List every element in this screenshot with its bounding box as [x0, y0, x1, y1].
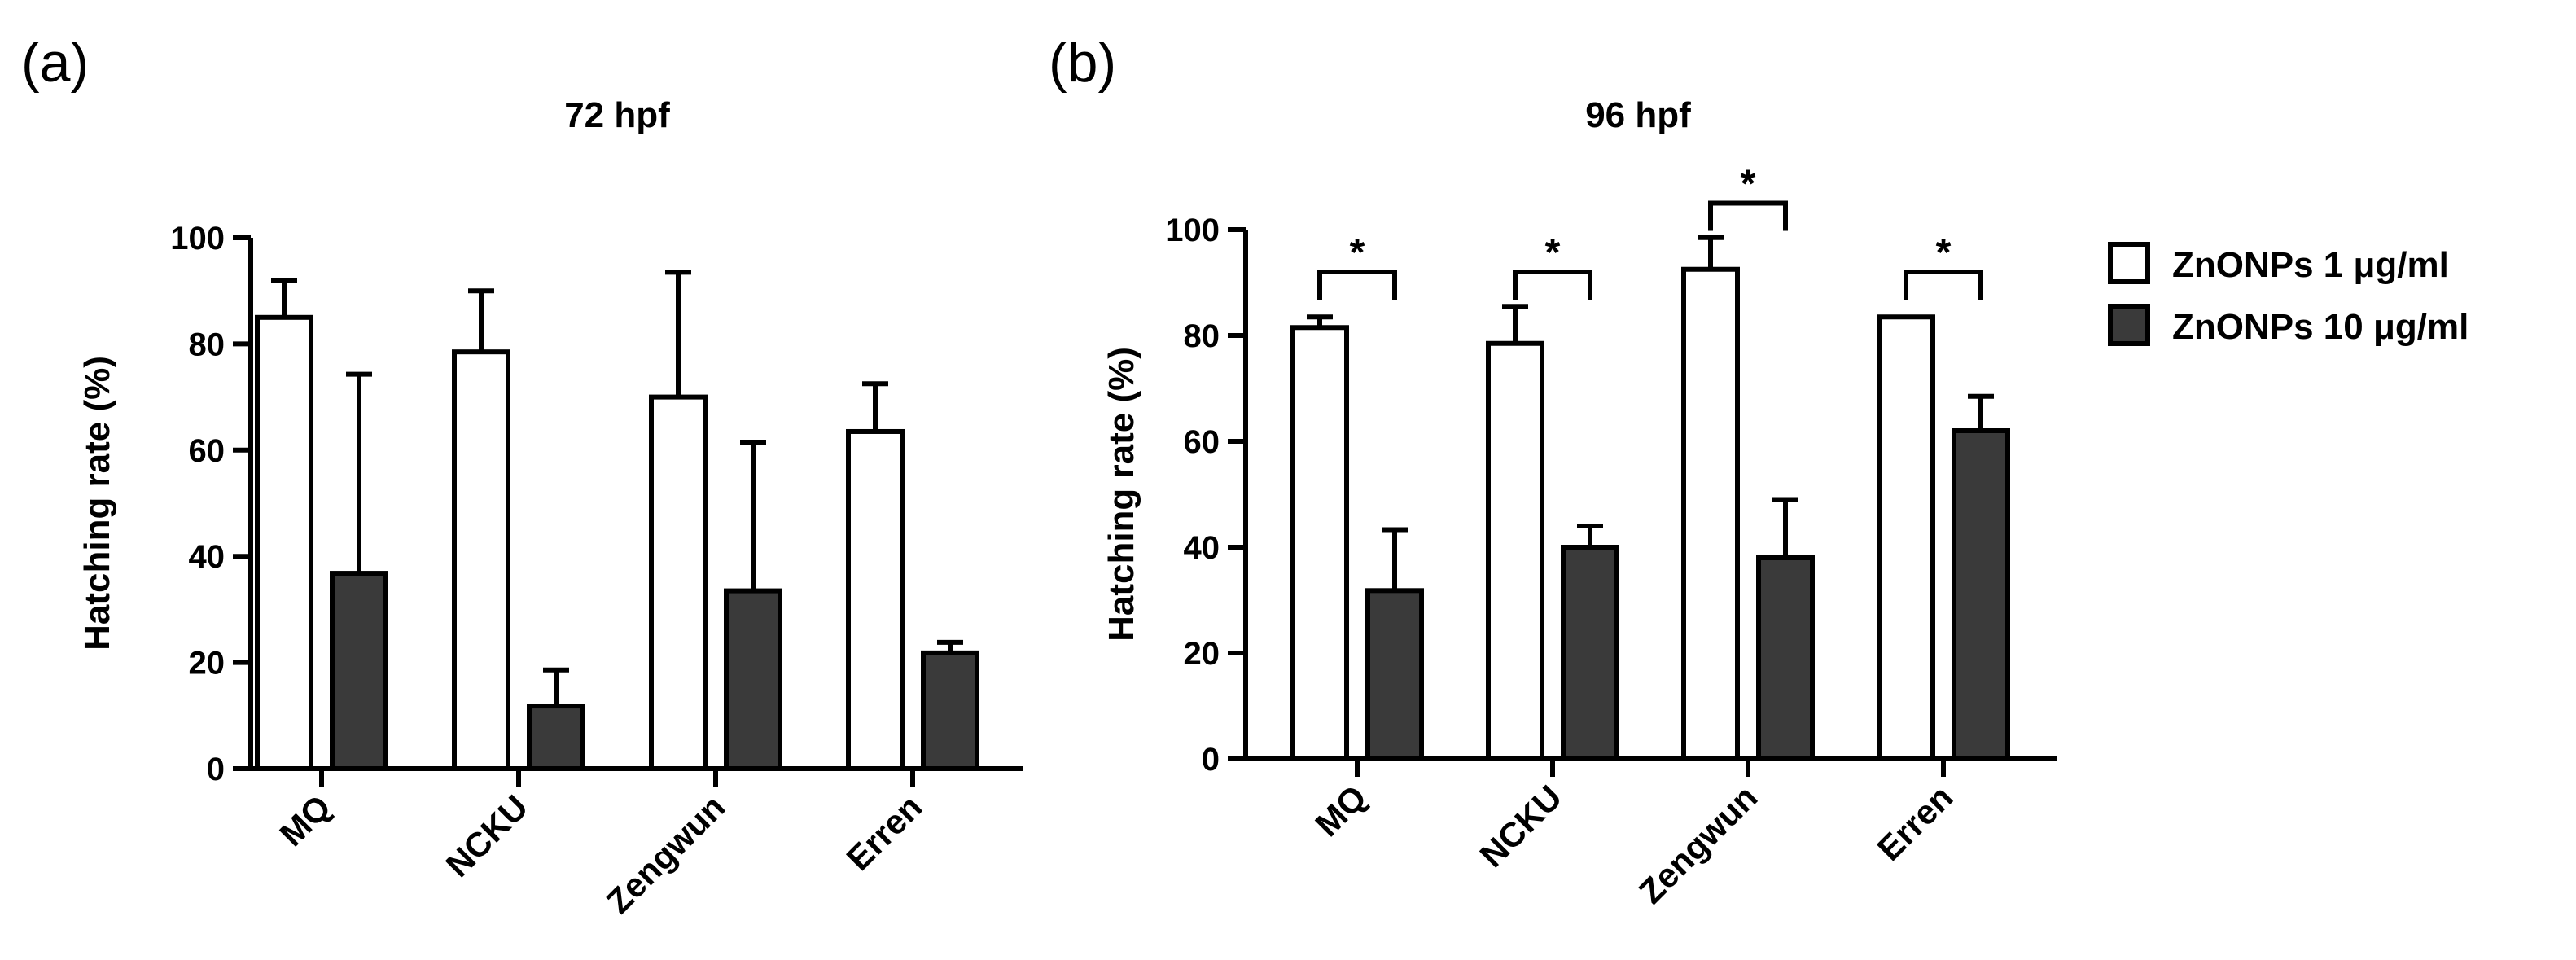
bar-mq-10ug	[330, 571, 388, 772]
y-tick-label: 100	[170, 221, 225, 256]
legend: ZnONPs 1 μg/ml ZnONPs 10 μg/ml	[2108, 242, 2469, 347]
y-tick-label: 80	[1184, 318, 1220, 354]
bar-mq-1ug	[1290, 325, 1349, 761]
chart-title: 96 hpf	[1585, 95, 1691, 135]
x-category-label-zengwun: Zengwun	[1632, 778, 1765, 911]
y-tick-label: 20	[189, 646, 226, 682]
bar-erren-10ug	[1952, 428, 2010, 761]
significance-bracket	[1904, 270, 1983, 300]
significance-bracket	[1513, 270, 1592, 300]
y-tick-label: 100	[1165, 213, 1220, 248]
y-tick-label: 0	[1202, 742, 1220, 778]
legend-swatch-1ug	[2108, 242, 2150, 284]
x-category-label-mq: MQ	[1308, 778, 1373, 844]
panel-letter-b: (b)	[1049, 32, 1116, 94]
y-tick-label: 40	[1184, 530, 1220, 566]
chart-title: 72 hpf	[564, 95, 670, 135]
significance-bracket	[1708, 200, 1788, 231]
x-category-label-erren: Erren	[839, 787, 930, 878]
bar-zengwun-1ug	[649, 394, 708, 771]
y-tick-label: 60	[189, 433, 226, 469]
chart-96hpf: 96 hpf Hatching rate (%) 0 20 40 60 80 100 MQ * NC…	[1102, 95, 2057, 911]
bar-ncku-10ug	[1561, 545, 1619, 761]
significance-star: *	[1741, 163, 1756, 206]
significance-star: *	[1350, 231, 1365, 274]
significance-star: *	[1936, 231, 1952, 274]
y-axis-label: Hatching rate (%)	[77, 356, 117, 651]
x-category-label-zengwun: Zengwun	[599, 787, 733, 921]
x-category-label-ncku: NCKU	[1472, 778, 1569, 875]
bar-zengwun-1ug	[1681, 266, 1740, 761]
bar-zengwun-10ug	[724, 588, 782, 772]
y-tick-label: 80	[189, 327, 226, 362]
significance-bracket	[1317, 270, 1397, 300]
bar-erren-1ug	[1877, 314, 1935, 761]
y-tick-label: 0	[207, 752, 225, 787]
legend-swatch-10ug	[2108, 304, 2150, 346]
legend-label-1ug: ZnONPs 1 μg/ml	[2172, 245, 2449, 285]
bar-mq-1ug	[255, 314, 313, 771]
significance-star: *	[1545, 231, 1561, 274]
x-category-label-ncku: NCKU	[438, 787, 535, 884]
y-tick-label: 20	[1184, 636, 1220, 672]
bar-ncku-10ug	[527, 704, 585, 772]
y-tick-label: 40	[189, 539, 226, 575]
chart-72hpf: 72 hpf Hatching rate (%) 0 20 40 60 80 100 MQ NCK…	[77, 95, 1023, 921]
legend-label-10ug: ZnONPs 10 μg/ml	[2172, 307, 2469, 347]
bar-ncku-1ug	[452, 349, 510, 771]
bar-erren-10ug	[921, 650, 979, 772]
bar-ncku-1ug	[1486, 340, 1544, 761]
y-tick-label: 60	[1184, 424, 1220, 460]
bar-erren-1ug	[846, 428, 905, 771]
bar-mq-10ug	[1365, 588, 1424, 761]
y-axis-label: Hatching rate (%)	[1102, 347, 1141, 642]
panel-letter-a: (a)	[21, 32, 89, 94]
bar-zengwun-10ug	[1756, 555, 1815, 761]
x-category-label-mq: MQ	[272, 787, 338, 853]
x-category-label-erren: Erren	[1870, 778, 1960, 868]
